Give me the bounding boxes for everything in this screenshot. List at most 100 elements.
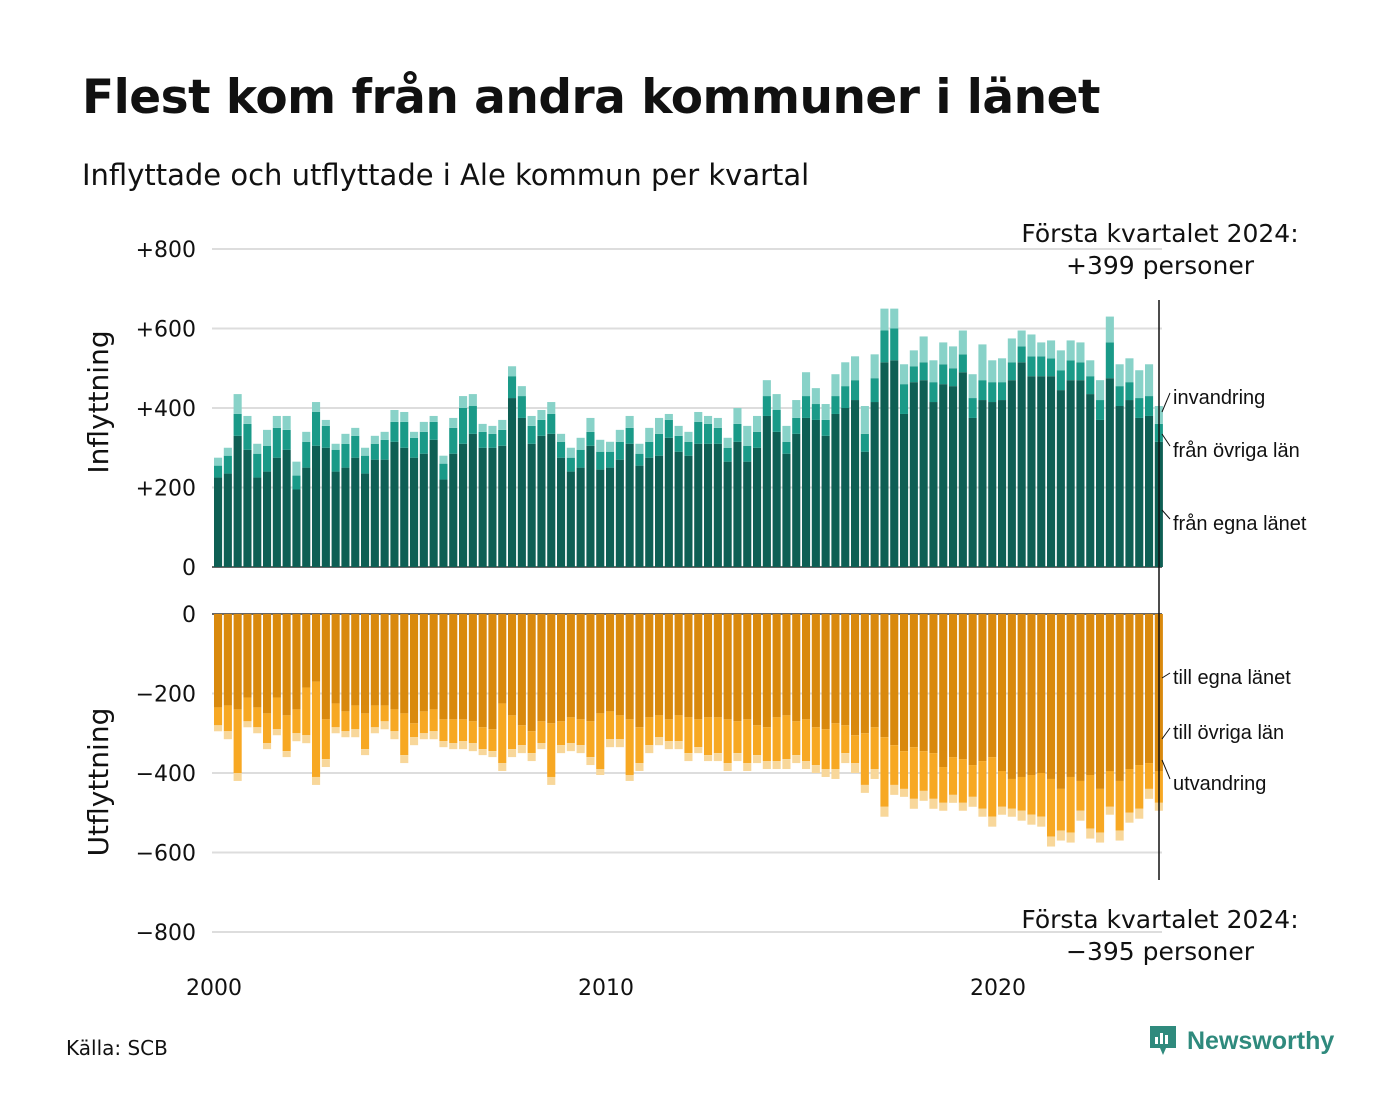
bar-out-emig — [890, 784, 899, 795]
bar-in-own — [488, 447, 497, 567]
inflow-bars — [214, 308, 1163, 567]
bar-out-own — [1007, 614, 1016, 779]
bar-out-other — [792, 721, 801, 756]
bar-in-immig — [919, 336, 928, 363]
bar-out-other — [674, 715, 683, 742]
bar-out-other — [223, 705, 232, 732]
bar-out-own — [851, 614, 860, 736]
bar-out-emig — [1115, 830, 1124, 841]
bar-out-other — [459, 719, 468, 742]
bar-out-emig — [419, 733, 428, 740]
bar-out-emig — [1047, 836, 1056, 847]
bar-in-immig — [370, 435, 379, 444]
bar-in-immig — [243, 415, 252, 424]
bar-out-own — [762, 614, 771, 728]
bar-in-own — [713, 443, 722, 567]
bar-in-own — [909, 382, 918, 567]
bar-in-own — [517, 417, 526, 567]
bar-in-immig — [1105, 316, 1114, 343]
bar-in-other — [233, 413, 242, 436]
bar-in-own — [380, 459, 389, 567]
bar-out-emig — [821, 769, 830, 777]
bar-in-other — [449, 427, 458, 454]
bar-in-immig — [645, 427, 654, 442]
bar-in-other — [1017, 346, 1026, 363]
bar-in-other — [282, 429, 291, 450]
bar-out-own — [508, 614, 517, 716]
bar-in-own — [1027, 376, 1036, 567]
bar-in-immig — [557, 433, 566, 442]
bar-out-other — [292, 709, 301, 734]
bar-in-immig — [1027, 334, 1036, 357]
legend-label-inflow: från egna länet — [1173, 513, 1307, 535]
annotation-top-line1: Första kvartalet 2024: — [1021, 219, 1298, 248]
bar-out-emig — [527, 753, 536, 762]
bar-in-other — [615, 441, 624, 460]
bar-in-other — [929, 382, 938, 403]
bar-in-other — [802, 396, 811, 418]
legend-leader — [1161, 672, 1171, 679]
bar-out-emig — [292, 733, 301, 742]
bar-in-other — [851, 380, 860, 401]
bar-out-emig — [929, 798, 938, 809]
chart-subtitle: Inflyttade och utflyttade i Ale kommun p… — [82, 158, 810, 192]
bar-in-other — [753, 431, 762, 448]
bar-out-other — [272, 697, 281, 730]
bar-out-emig — [1017, 810, 1026, 821]
bar-in-immig — [704, 415, 713, 424]
bar-in-immig — [380, 431, 389, 440]
bar-out-other — [419, 711, 428, 734]
bar-out-other — [214, 707, 223, 726]
bar-out-own — [1037, 614, 1046, 773]
bar-out-other — [821, 729, 830, 770]
bar-in-other — [576, 449, 585, 468]
bar-out-own — [831, 614, 840, 724]
legend-leader — [1161, 759, 1171, 780]
bar-in-other — [361, 455, 370, 474]
bar-in-other — [263, 445, 272, 472]
bar-in-other — [949, 368, 958, 387]
bar-in-immig — [880, 308, 889, 331]
bar-in-other — [557, 441, 566, 458]
bar-in-other — [645, 441, 654, 458]
bar-out-own — [713, 614, 722, 718]
bar-in-other — [704, 423, 713, 444]
y-axis-title-inflow: Inflyttning — [82, 330, 115, 473]
bar-in-own — [527, 443, 536, 567]
bar-out-emig — [223, 731, 232, 740]
bar-out-own — [400, 614, 409, 714]
bar-in-own — [968, 417, 977, 567]
bar-out-own — [410, 614, 419, 724]
bar-out-emig — [263, 743, 272, 750]
bar-out-emig — [1096, 832, 1105, 843]
bar-out-emig — [988, 816, 997, 827]
bar-out-own — [860, 614, 869, 734]
bar-out-emig — [733, 753, 742, 762]
bar-out-other — [1135, 765, 1144, 809]
legend-label-inflow: invandring — [1173, 387, 1265, 409]
bar-out-other — [684, 717, 693, 754]
bar-out-other — [988, 757, 997, 817]
bar-out-emig — [243, 721, 252, 728]
bar-out-emig — [1027, 814, 1036, 825]
bar-in-other — [860, 433, 869, 452]
bar-out-emig — [743, 763, 752, 772]
bar-out-other — [723, 719, 732, 764]
bar-out-other — [370, 705, 379, 728]
bar-in-own — [655, 455, 664, 567]
bar-in-immig — [694, 411, 703, 422]
bar-in-own — [331, 471, 340, 567]
bar-out-emig — [978, 808, 987, 817]
bar-in-other — [1037, 356, 1046, 377]
bar-out-emig — [949, 794, 958, 803]
bar-out-other — [606, 711, 615, 740]
bar-in-immig — [733, 408, 742, 424]
bar-in-immig — [968, 374, 977, 399]
axis-labels: +800 +600 +400 +200 0 0 −200 −400 −600 −800 2000 20… — [82, 238, 1026, 1001]
bar-in-immig — [586, 417, 595, 432]
y-tick-label: −600 — [136, 842, 196, 867]
x-tick-label: 2020 — [970, 976, 1026, 1001]
bar-out-emig — [429, 731, 438, 740]
bar-out-other — [253, 707, 262, 728]
